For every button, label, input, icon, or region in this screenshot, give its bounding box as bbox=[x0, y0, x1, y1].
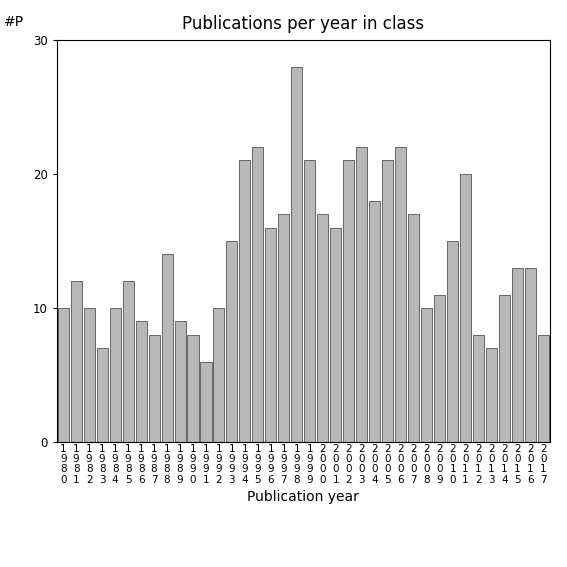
Bar bbox=[84, 308, 95, 442]
Bar bbox=[304, 160, 315, 442]
Bar bbox=[395, 147, 406, 442]
Bar bbox=[122, 281, 134, 442]
Text: #P: #P bbox=[4, 15, 24, 28]
Bar bbox=[239, 160, 251, 442]
Bar bbox=[408, 214, 419, 442]
Bar bbox=[382, 160, 393, 442]
Bar bbox=[71, 281, 82, 442]
Bar bbox=[58, 308, 69, 442]
Bar bbox=[356, 147, 367, 442]
Bar bbox=[512, 268, 523, 442]
Bar bbox=[278, 214, 289, 442]
Bar bbox=[369, 201, 380, 442]
Bar bbox=[252, 147, 264, 442]
X-axis label: Publication year: Publication year bbox=[247, 490, 359, 505]
Bar bbox=[331, 227, 341, 442]
Bar bbox=[486, 348, 497, 442]
Title: Publications per year in class: Publications per year in class bbox=[182, 15, 425, 32]
Bar bbox=[175, 321, 185, 442]
Bar bbox=[447, 241, 458, 442]
Bar bbox=[421, 308, 432, 442]
Bar bbox=[473, 335, 484, 442]
Bar bbox=[188, 335, 198, 442]
Bar bbox=[318, 214, 328, 442]
Bar bbox=[434, 295, 445, 442]
Bar bbox=[343, 160, 354, 442]
Bar bbox=[136, 321, 147, 442]
Bar bbox=[149, 335, 159, 442]
Bar bbox=[538, 335, 549, 442]
Bar bbox=[265, 227, 276, 442]
Bar bbox=[525, 268, 536, 442]
Bar bbox=[201, 362, 211, 442]
Bar bbox=[291, 66, 302, 442]
Bar bbox=[226, 241, 238, 442]
Bar bbox=[213, 308, 225, 442]
Bar bbox=[499, 295, 510, 442]
Bar bbox=[460, 174, 471, 442]
Bar bbox=[109, 308, 121, 442]
Bar bbox=[162, 255, 172, 442]
Bar bbox=[96, 348, 108, 442]
